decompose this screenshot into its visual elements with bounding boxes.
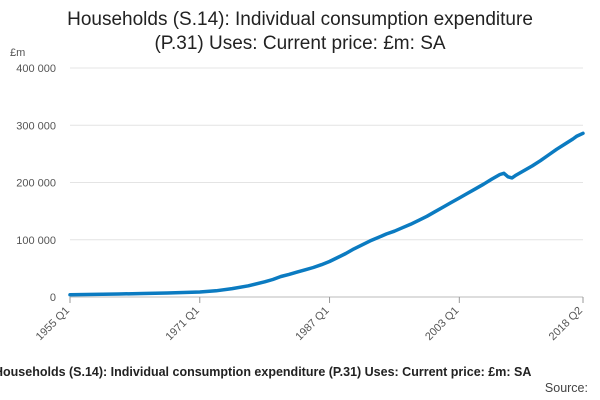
x-tick-label: 1987 Q1 — [293, 305, 331, 343]
y-tick-label: 200 000 — [16, 178, 56, 190]
y-tick-label: 300 000 — [16, 120, 56, 132]
x-tick-label: 2018 Q2 — [547, 305, 585, 343]
grid-lines — [70, 67, 583, 298]
chart-title-line-2: (P.31) Uses: Current price: £m: SA — [154, 33, 446, 54]
plot-area — [68, 131, 585, 297]
footer-text: Households (S.14): Individual consumptio… — [0, 365, 532, 379]
y-tick-label: 0 — [50, 292, 56, 304]
y-tick-label: 400 000 — [16, 63, 56, 75]
source-label: Source: — [544, 381, 588, 395]
chart-title-line-1: Households (S.14): Individual consumptio… — [67, 9, 533, 30]
y-axis-unit-label: £m — [10, 47, 25, 59]
line-chart: 0 100 000 200 000 300 000 400 000 1955 Q1 197… — [10, 47, 585, 343]
series-line — [68, 131, 585, 297]
x-tick-label: 1955 Q1 — [34, 305, 72, 343]
x-tick-label: 1971 Q1 — [164, 305, 202, 343]
chart-title: Households (S.14): Individual consumptio… — [0, 8, 600, 56]
x-tick-label: 2003 Q1 — [423, 305, 461, 343]
y-tick-label: 100 000 — [16, 235, 56, 247]
chart-footer-title: Households (S.14): Individual consumptio… — [0, 365, 600, 379]
x-axis: 1955 Q1 1971 Q1 1987 Q1 2003 Q1 2018 Q2 — [34, 297, 585, 343]
y-axis: 0 100 000 200 000 300 000 400 000 — [16, 63, 56, 304]
